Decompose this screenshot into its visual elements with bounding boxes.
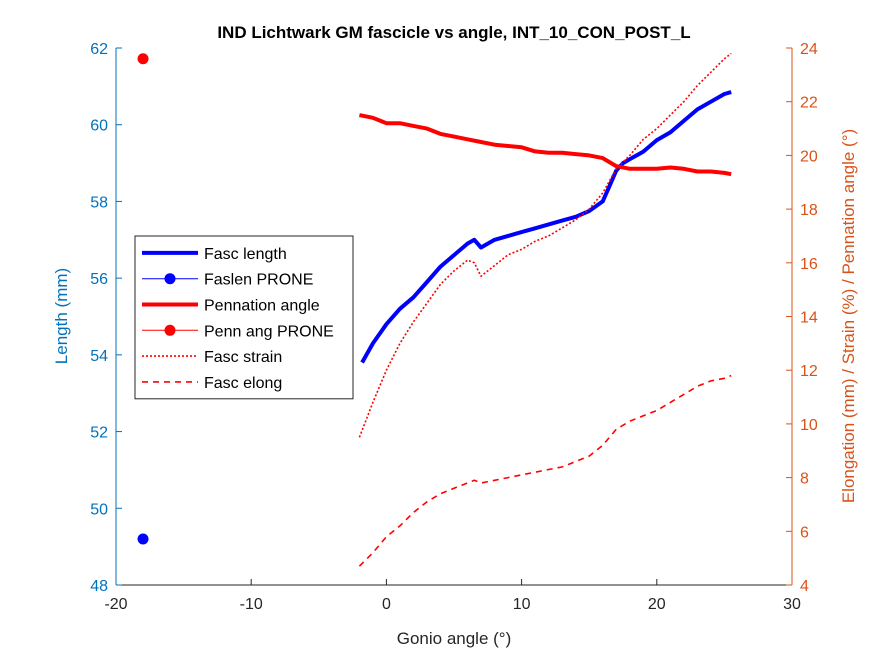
- fasc-length-line: [360, 90, 732, 364]
- y-right-tick-label: 4: [800, 578, 809, 595]
- pennation-angle-line: [359, 113, 732, 177]
- y-right-tick-label: 14: [800, 310, 818, 327]
- y-right-tick-label: 20: [800, 148, 818, 165]
- penn-ang-prone-point: [137, 53, 149, 65]
- chart-title: IND Lichtwark GM fascicle vs angle, INT_…: [217, 23, 690, 42]
- series-layer: [137, 52, 732, 567]
- x-tick-label: 20: [648, 596, 666, 613]
- legend-box: [134, 235, 354, 400]
- x-tick-label: -10: [240, 596, 263, 613]
- y-axis-right: 4 6 8 10 12 14 16 18 20 22 24: [786, 41, 818, 595]
- legend-marker: [164, 324, 176, 336]
- y-axis-right-label: Elongation (mm) / Strain (%) / Pennation…: [839, 129, 858, 503]
- y-left-tick-label: 54: [90, 348, 108, 365]
- y-axis-left-label: Length (mm): [52, 268, 71, 364]
- y-left-tick-label: 58: [90, 194, 108, 211]
- fasc-strain-line: [358, 52, 732, 438]
- y-right-tick-label: 10: [800, 417, 818, 434]
- y-left-tick-label: 48: [90, 578, 108, 595]
- y-right-tick-label: 12: [800, 363, 818, 380]
- y-left-tick-label: 52: [90, 425, 108, 442]
- x-tick-label: -20: [104, 596, 127, 613]
- y-left-tick-label: 56: [90, 271, 108, 288]
- legend-label: Penn ang PRONE: [204, 323, 334, 340]
- x-axis-label: Gonio angle (°): [397, 629, 512, 648]
- y-right-tick-label: 16: [800, 256, 818, 273]
- y-left-tick-label: 60: [90, 118, 108, 135]
- faslen-prone-point: [137, 533, 149, 545]
- y-left-tick-label: 62: [90, 41, 108, 58]
- y-right-tick-label: 24: [800, 41, 818, 58]
- legend-label: Fasc elong: [204, 375, 282, 392]
- x-tick-label: 0: [382, 596, 391, 613]
- y-right-tick-label: 18: [800, 202, 818, 219]
- y-left-tick-label: 50: [90, 501, 108, 518]
- y-right-tick-label: 8: [800, 471, 809, 488]
- y-axis-left: 48 50 52 54 56 58 60 62: [90, 41, 122, 595]
- fasc-elong-line: [358, 374, 732, 567]
- legend-label: Pennation angle: [204, 298, 320, 315]
- legend-label: Fasc strain: [204, 349, 282, 366]
- legend-marker: [164, 273, 176, 285]
- legend-label: Faslen PRONE: [204, 272, 313, 289]
- x-tick-label: 30: [783, 596, 801, 613]
- legend-label: Fasc length: [204, 246, 287, 263]
- y-right-tick-label: 6: [800, 524, 809, 541]
- x-tick-label: 10: [513, 596, 531, 613]
- legend: Fasc length Faslen PRONE Pennation angle Pe…: [134, 235, 354, 400]
- y-right-tick-label: 22: [800, 95, 818, 112]
- x-axis: -20 -10 0 10 20 30: [104, 579, 801, 613]
